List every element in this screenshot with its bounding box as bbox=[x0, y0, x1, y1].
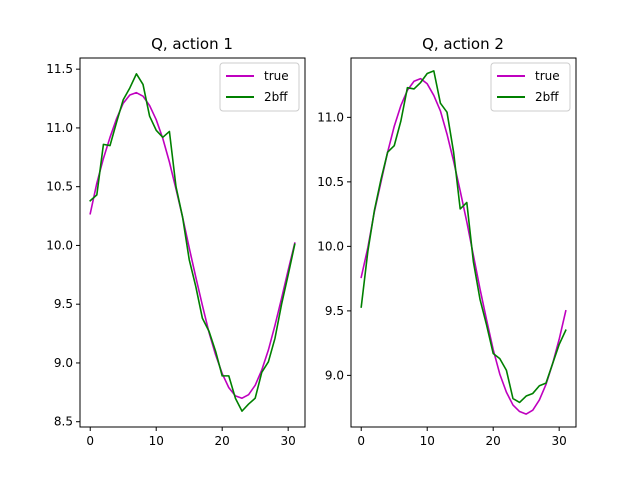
y-tick-label: 9.5 bbox=[325, 304, 344, 318]
series-line-2bff bbox=[360, 70, 567, 404]
chart-q-action-1: Q, action 1 0 10 20 30 8.5 9.0 9.5 10.0 10.5 11.0… bbox=[46, 35, 306, 448]
legend-label-true: true bbox=[535, 69, 560, 83]
plot-area: 0 10 20 30 9.0 9.5 10.0 10.5 11.0 bbox=[317, 70, 567, 448]
y-tick-label: 10.5 bbox=[46, 180, 73, 194]
axes-frame bbox=[79, 57, 306, 428]
x-tick-label: 0 bbox=[86, 434, 94, 448]
y-tick-label: 10.0 bbox=[317, 239, 344, 253]
y-tick-label: 9.5 bbox=[54, 297, 73, 311]
y-tick-label: 10.5 bbox=[317, 175, 344, 189]
y-tick-label: 10.0 bbox=[46, 238, 73, 252]
y-tick-label: 9.0 bbox=[54, 356, 73, 370]
legend: true 2bff bbox=[219, 62, 300, 112]
y-tick-label: 11.0 bbox=[317, 110, 344, 124]
axes-frame bbox=[350, 57, 577, 428]
plot-area: 0 10 20 30 8.5 9.0 9.5 10.0 10.5 11.0 11.5 bbox=[46, 62, 296, 448]
legend-label-2bff: 2bff bbox=[535, 90, 559, 104]
legend-label-2bff: 2bff bbox=[264, 90, 288, 104]
x-tick-label: 30 bbox=[552, 434, 567, 448]
legend: true 2bff bbox=[490, 62, 571, 112]
y-tick-label: 11.0 bbox=[46, 121, 73, 135]
y-tick-label: 9.0 bbox=[325, 368, 344, 382]
chart-title: Q, action 1 bbox=[151, 35, 233, 53]
x-tick-label: 0 bbox=[357, 434, 365, 448]
x-tick-label: 20 bbox=[215, 434, 230, 448]
chart-q-action-2: Q, action 2 0 10 20 30 9.0 9.5 10.0 10.5 11.0 tr… bbox=[317, 35, 577, 448]
legend-label-true: true bbox=[264, 69, 289, 83]
x-tick-label: 30 bbox=[281, 434, 296, 448]
y-tick-label: 8.5 bbox=[54, 415, 73, 429]
x-tick-label: 10 bbox=[420, 434, 435, 448]
x-tick-label: 10 bbox=[149, 434, 164, 448]
series-line-2bff bbox=[89, 73, 296, 412]
chart-title: Q, action 2 bbox=[422, 35, 504, 53]
y-tick-label: 11.5 bbox=[46, 62, 73, 76]
x-tick-label: 20 bbox=[486, 434, 501, 448]
series-line-true bbox=[89, 91, 296, 400]
